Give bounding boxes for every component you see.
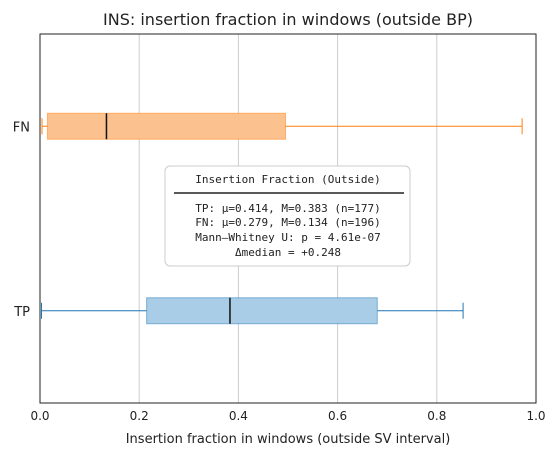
- annotation-line-tp: TP: μ=0.414, M=0.383 (n=177): [195, 202, 380, 215]
- x-tick-label: 0.8: [427, 409, 446, 423]
- annotation-line-test: Mann–Whitney U: p = 4.61e-07: [195, 231, 380, 244]
- x-tick-label: 0.6: [328, 409, 347, 423]
- annotation-title: Insertion Fraction (Outside): [195, 173, 380, 186]
- annotation-line-delta: Δmedian = +0.248: [235, 246, 341, 259]
- annotation-box: Insertion Fraction (Outside) TP: μ=0.414…: [164, 165, 411, 267]
- y-tick-label: FN: [13, 120, 30, 135]
- annotation-line-fn: FN: μ=0.279, M=0.134 (n=196): [195, 216, 380, 229]
- tick-layer: 0.0 0.2 0.4 0.6 0.8 1.0 TP FN: [13, 120, 546, 423]
- x-tick-label: 1.0: [526, 409, 545, 423]
- x-axis-label: Insertion fraction in windows (outside S…: [126, 432, 451, 447]
- x-tick-label: 0.4: [229, 409, 248, 423]
- chart-title: INS: insertion fraction in windows (outs…: [103, 10, 473, 29]
- x-tick-label: 0.0: [30, 409, 49, 423]
- plot-frame: [39, 33, 537, 404]
- iqr-box: [146, 297, 378, 325]
- annotation-frame: [164, 165, 411, 267]
- box-group-fn: [41, 112, 523, 140]
- box-layer: [40, 112, 523, 325]
- iqr-box: [46, 112, 287, 140]
- box-group-tp: [40, 297, 464, 325]
- x-tick-label: 0.2: [130, 409, 149, 423]
- y-tick-label: TP: [13, 305, 30, 320]
